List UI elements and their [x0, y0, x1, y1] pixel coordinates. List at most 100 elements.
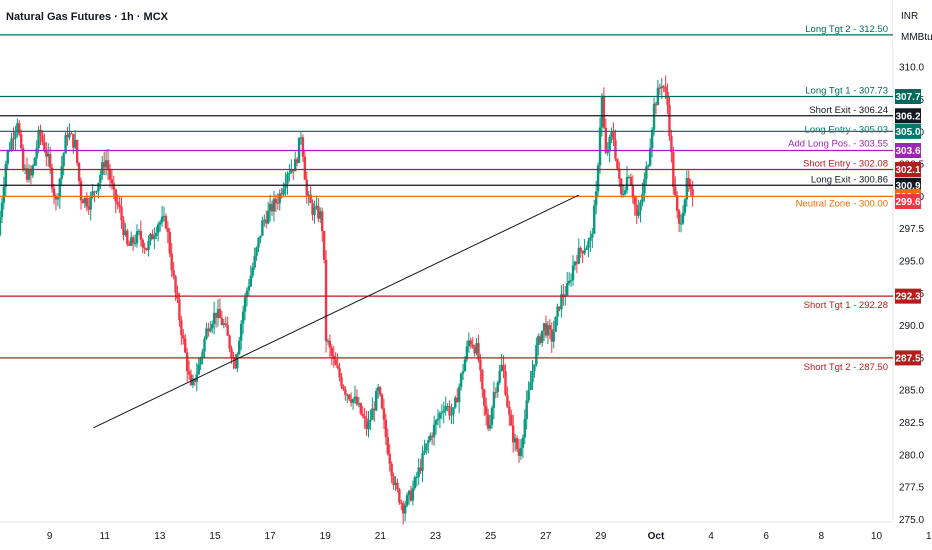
candle-body — [16, 123, 19, 132]
level-label: Neutral Zone - 300.00 — [796, 198, 888, 209]
candle-body — [222, 323, 226, 325]
candle-body — [182, 335, 185, 339]
candle-body — [112, 183, 116, 190]
candle-body — [650, 129, 654, 149]
level-label: Long Exit - 300.86 — [811, 174, 888, 185]
candle-body — [618, 168, 621, 179]
candle-body — [261, 220, 264, 236]
candle-body — [351, 399, 355, 403]
level-price-badge — [895, 123, 921, 139]
x-tick-label: 10 — [871, 531, 883, 542]
candle-body — [299, 137, 303, 139]
candle-body — [423, 450, 426, 454]
candle-body — [623, 190, 627, 195]
candle-body — [587, 240, 590, 248]
candle-body — [228, 335, 231, 349]
candle-body — [72, 133, 75, 148]
candle-body — [585, 247, 588, 251]
y-tick-label: 310.0 — [899, 63, 924, 74]
candle-body — [317, 205, 320, 219]
scale-units-panel[interactable] — [893, 0, 932, 48]
candle-body — [301, 137, 305, 157]
candle-body — [504, 371, 507, 395]
level-price-badge — [895, 89, 921, 105]
candle-body — [137, 230, 141, 232]
time-axis[interactable]: 911131517192123252729Oct46810121416 — [47, 531, 932, 542]
candle-body — [631, 185, 635, 198]
trendline-layer[interactable] — [93, 194, 580, 429]
candle-body — [207, 328, 210, 332]
x-tick-label: 9 — [47, 531, 53, 542]
candle-body — [282, 188, 285, 195]
candle-body — [606, 151, 609, 153]
level-price-badge-text: 307.7 — [895, 92, 920, 103]
candle-body — [266, 210, 270, 224]
candle-body — [79, 181, 83, 201]
x-tick-label: 21 — [375, 531, 387, 542]
level-label: Long Entry - 305.03 — [805, 124, 888, 135]
candle-body — [635, 204, 638, 216]
candle-body — [519, 447, 523, 456]
candle-body — [620, 178, 623, 195]
candle-body — [388, 453, 391, 464]
candle-body — [52, 188, 56, 197]
candle-body — [85, 197, 89, 207]
candle-body — [348, 394, 351, 400]
candle-body — [681, 212, 685, 224]
candle-body — [102, 162, 106, 168]
candle-body — [378, 387, 382, 395]
candle-body — [143, 247, 146, 249]
candle-body — [27, 169, 31, 180]
candle-body — [508, 406, 511, 415]
candle-body — [311, 203, 314, 215]
candle-body — [432, 424, 436, 438]
candle-body — [456, 397, 459, 403]
candle-body — [548, 325, 552, 330]
candle-body — [647, 165, 650, 167]
candle-body — [639, 202, 642, 212]
candle-body — [421, 453, 424, 471]
candle-body — [344, 389, 347, 395]
candle-body — [104, 160, 108, 168]
candle-body — [490, 407, 494, 425]
candle-body — [157, 224, 160, 233]
candle-body — [479, 359, 482, 371]
candle-body — [533, 364, 536, 371]
candle-body — [253, 255, 256, 268]
candle-body — [309, 194, 312, 204]
candle-body — [187, 371, 191, 375]
candle-body — [384, 419, 388, 438]
candle-body — [513, 438, 517, 443]
candle-body — [2, 186, 6, 203]
level-label: Long Tgt 1 - 307.73 — [805, 86, 888, 97]
candle-body — [122, 220, 125, 236]
candle-body — [573, 261, 577, 266]
x-tick-label: 13 — [154, 531, 166, 542]
candle-body — [591, 233, 594, 238]
trendline[interactable] — [93, 194, 580, 429]
y-tick-label: 275.0 — [899, 515, 924, 526]
x-tick-label: 27 — [540, 531, 552, 542]
candle-body — [114, 189, 117, 202]
candle-body — [238, 340, 241, 354]
candle-body — [666, 91, 669, 105]
candle-body — [70, 133, 73, 135]
x-tick-label: 25 — [485, 531, 497, 542]
candle-body — [99, 174, 102, 183]
candle-body — [64, 135, 67, 154]
candle-body — [477, 343, 480, 360]
candle-body — [452, 407, 455, 415]
candle-body — [560, 294, 563, 310]
candle-body — [668, 104, 671, 137]
candle-body — [654, 103, 658, 106]
candle-body — [149, 233, 152, 241]
candle-body — [373, 408, 376, 411]
candle-body — [62, 153, 65, 167]
candle-body — [230, 348, 233, 359]
candle-body — [683, 199, 687, 213]
candle-body — [12, 138, 15, 140]
candle-body — [124, 230, 127, 236]
candle-body — [50, 167, 54, 189]
candle-body — [461, 371, 465, 374]
